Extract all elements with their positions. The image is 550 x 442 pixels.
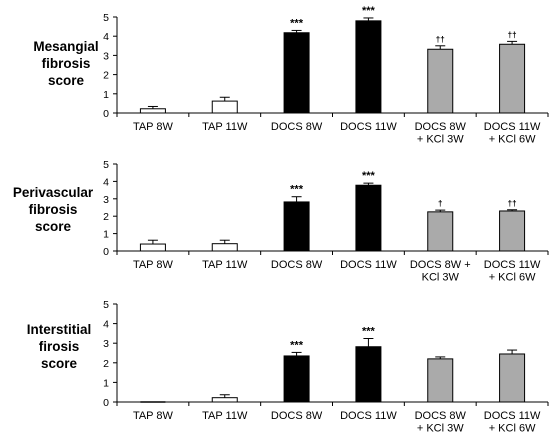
y-tick-label: 4	[103, 176, 109, 188]
bar	[211, 243, 238, 252]
significance-label: ***	[362, 5, 376, 17]
y-tick-label: 3	[103, 50, 109, 62]
ylabel-line: Mesangial	[33, 39, 99, 54]
bar	[427, 48, 454, 114]
y-tick-label: 3	[103, 338, 109, 350]
x-tick-label: + KCl 6W	[489, 423, 536, 435]
y-tick-label: 5	[103, 299, 109, 311]
y-tick-label: 4	[103, 319, 109, 331]
x-tick-label: DOCS 8W +	[410, 259, 471, 271]
ylabel-line: fibrosis	[41, 56, 91, 71]
ylabel-line: Interstitial	[26, 322, 92, 337]
y-tick-label: 2	[103, 70, 109, 82]
bar	[499, 353, 526, 403]
x-tick-label: + KCl 6W	[489, 272, 536, 284]
bar	[355, 346, 382, 403]
x-tick-label: KCl 3W	[422, 272, 460, 284]
y-tick-label: 2	[103, 211, 109, 223]
significance-label: ††	[436, 35, 445, 44]
x-tick-label: DOCS 11W	[340, 259, 397, 271]
bar	[499, 43, 526, 114]
significance-label: ***	[290, 339, 304, 351]
ylabel-mesangial: Mesangial fibrosis score	[18, 38, 114, 89]
y-tick-label: 0	[103, 246, 109, 258]
x-tick-label: DOCS 8W	[415, 410, 467, 422]
ylabel-line: fibrosis	[28, 202, 78, 217]
x-tick-label: DOCS 8W	[415, 121, 467, 133]
y-tick-label: 5	[103, 159, 109, 171]
x-tick-label: TAP 8W	[133, 121, 174, 133]
bar	[211, 397, 238, 403]
y-tick-label: 0	[103, 108, 109, 120]
bar	[139, 108, 166, 114]
x-tick-label: TAP 8W	[133, 259, 174, 271]
x-tick-label: TAP 11W	[202, 410, 248, 422]
significance-label: ***	[362, 170, 376, 182]
x-tick-label: TAP 8W	[133, 410, 174, 422]
x-tick-label: DOCS 11W	[340, 121, 397, 133]
y-tick-label: 0	[103, 397, 109, 409]
bar	[427, 358, 454, 403]
significance-label: ††	[508, 30, 517, 39]
ylabel-interstitial: Interstitial firosis score	[10, 321, 108, 372]
x-tick-label: + KCl 6W	[489, 134, 536, 146]
significance-label: ***	[290, 17, 304, 29]
y-tick-label: 5	[103, 12, 109, 24]
ylabel-perivascular: Perivascular fibrosis score	[0, 184, 106, 235]
y-tick-label: 3	[103, 194, 109, 206]
significance-label: ***	[290, 184, 304, 196]
x-tick-label: DOCS 8W	[271, 121, 323, 133]
ylabel-line: Perivascular	[12, 185, 94, 200]
x-tick-label: + KCl 3W	[417, 134, 464, 146]
ylabel-line: score	[47, 73, 85, 88]
x-tick-label: DOCS 8W	[271, 410, 323, 422]
bar	[427, 211, 454, 252]
bar	[355, 184, 382, 252]
x-tick-label: TAP 11W	[202, 121, 248, 133]
bar	[283, 355, 310, 403]
y-tick-label: 2	[103, 358, 109, 370]
bar	[139, 243, 166, 252]
x-tick-label: DOCS 11W	[484, 259, 541, 271]
y-tick-label: 4	[103, 31, 109, 43]
x-tick-label: DOCS 8W	[271, 259, 323, 271]
y-tick-label: 1	[103, 377, 109, 389]
x-tick-label: + KCl 3W	[417, 423, 464, 435]
x-tick-label: DOCS 11W	[484, 410, 541, 422]
bar	[211, 100, 238, 114]
x-tick-label: TAP 11W	[202, 259, 248, 271]
x-tick-label: DOCS 11W	[340, 410, 397, 422]
significance-label: ††	[508, 199, 517, 208]
bar	[283, 201, 310, 252]
y-tick-label: 1	[103, 89, 109, 101]
x-tick-label: DOCS 11W	[484, 121, 541, 133]
bar	[499, 210, 526, 252]
y-tick-label: 1	[103, 229, 109, 241]
ylabel-line: score	[40, 356, 78, 371]
significance-label: ***	[362, 325, 376, 337]
bar	[283, 32, 310, 114]
bar	[355, 20, 382, 114]
ylabel-line: firosis	[38, 339, 80, 354]
significance-label: †	[438, 199, 442, 208]
ylabel-line: score	[34, 219, 72, 234]
